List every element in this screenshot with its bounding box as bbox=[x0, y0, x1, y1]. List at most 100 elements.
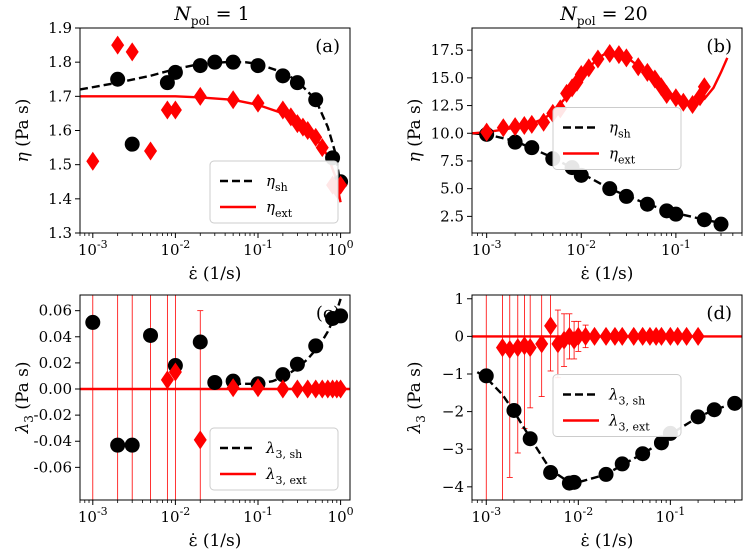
data-point-circle bbox=[690, 409, 706, 425]
legend-label: λ3, ext bbox=[608, 412, 650, 434]
x-tick-exponent: -2 bbox=[583, 505, 594, 518]
data-point-circle bbox=[614, 456, 630, 472]
legend-label: ηsh bbox=[609, 119, 631, 141]
x-tick-base: 10 bbox=[243, 508, 262, 526]
x-tick-label: 10-1 bbox=[655, 505, 685, 526]
data-point-circle bbox=[706, 402, 722, 418]
y-tick-label: 17.5 bbox=[431, 41, 464, 59]
data-point-circle bbox=[124, 136, 140, 152]
y-tick-label: 1.5 bbox=[48, 156, 72, 174]
data-point-circle bbox=[225, 54, 241, 70]
y-tick-label: 12.5 bbox=[431, 97, 464, 115]
x-tick-exponent: 0 bbox=[347, 505, 354, 518]
data-point-diamond bbox=[508, 117, 522, 137]
data-point-diamond bbox=[697, 77, 711, 97]
data-point-circle bbox=[573, 167, 589, 183]
data-point-diamond bbox=[290, 114, 304, 134]
data-point-circle bbox=[635, 446, 651, 462]
x-tick-base: 10 bbox=[661, 241, 680, 259]
data-point-diamond bbox=[654, 326, 668, 346]
legend-label: λ3, sh bbox=[265, 439, 302, 461]
x-axis-label: ε̇ (1/s) bbox=[189, 531, 242, 551]
data-point-circle bbox=[727, 395, 742, 411]
data-point-circle bbox=[506, 402, 522, 418]
data-point-circle bbox=[522, 431, 538, 447]
data-point-circle bbox=[478, 368, 494, 384]
legend-symbol: λ bbox=[265, 465, 276, 483]
legend-subscript: ext bbox=[618, 154, 636, 167]
y-tick-label: 1.7 bbox=[48, 87, 72, 105]
y-tick-label: -0.06 bbox=[34, 458, 72, 476]
data-point-diamond bbox=[517, 116, 531, 136]
data-point-diamond bbox=[571, 326, 585, 346]
data-point-diamond bbox=[608, 326, 622, 346]
y-tick-label: 1.8 bbox=[48, 53, 72, 71]
x-tick-label: 10-3 bbox=[471, 505, 501, 526]
y-tick-label: 10.0 bbox=[431, 124, 464, 142]
y-tick-label: 1.4 bbox=[48, 190, 72, 208]
legend-subscript: sh bbox=[275, 181, 288, 194]
x-tick-exponent: -3 bbox=[97, 505, 108, 518]
panel-label: (a) bbox=[315, 36, 340, 57]
legend-label: λ3, sh bbox=[608, 386, 645, 408]
panel-label: (b) bbox=[706, 36, 732, 57]
x-tick-label: 10-2 bbox=[566, 238, 596, 259]
x-tick-exponent: -1 bbox=[262, 238, 273, 251]
x-tick-exponent: -3 bbox=[97, 238, 108, 251]
fit-line-dashed bbox=[476, 371, 736, 484]
x-tick-base: 10 bbox=[566, 241, 585, 259]
x-tick-base: 10 bbox=[160, 241, 179, 259]
data-point-diamond bbox=[480, 122, 494, 142]
x-tick-label: 10-2 bbox=[563, 505, 593, 526]
legend-symbol: η bbox=[609, 119, 618, 137]
data-point-circle bbox=[696, 212, 712, 228]
data-point-diamond bbox=[525, 114, 539, 134]
x-tick-label: 10-1 bbox=[243, 238, 273, 259]
y-tick-label: 0.00 bbox=[39, 380, 72, 398]
x-tick-exponent: -1 bbox=[680, 238, 691, 251]
y-tick-label: 1.6 bbox=[48, 122, 72, 140]
y-tick-label: 1.3 bbox=[48, 224, 72, 242]
data-point-circle bbox=[192, 334, 208, 350]
legend-subscript: 3, ext bbox=[276, 474, 308, 487]
legend-symbol: λ bbox=[265, 439, 276, 457]
data-point-circle bbox=[207, 374, 223, 390]
data-point-circle bbox=[524, 140, 540, 156]
y-tick-label: −1 bbox=[442, 365, 464, 383]
y-label-unit: (Pa s) bbox=[13, 99, 33, 153]
data-point-diamond bbox=[86, 151, 100, 171]
y-axis-label: η (Pa s) bbox=[405, 99, 425, 163]
fit-line-dashed bbox=[233, 298, 342, 385]
panel-label: (d) bbox=[706, 303, 732, 324]
x-tick-exponent: -1 bbox=[675, 505, 686, 518]
axes-frame bbox=[471, 294, 743, 501]
data-point-circle bbox=[167, 64, 183, 80]
data-point-circle bbox=[668, 206, 684, 222]
data-point-diamond bbox=[251, 378, 265, 398]
data-point-diamond bbox=[660, 84, 674, 104]
data-point-diamond bbox=[309, 127, 323, 147]
panel-b: 10-3 10-2 10-12.55.07.510.012.515.017.5ε̇ … bbox=[405, 27, 743, 284]
data-point-circle bbox=[713, 216, 729, 232]
data-point-circle bbox=[275, 367, 291, 383]
data-point-diamond bbox=[168, 100, 182, 120]
legend-subscript: 3, sh bbox=[276, 448, 303, 461]
data-point-diamond bbox=[612, 45, 626, 65]
data-point-circle bbox=[543, 465, 559, 481]
y-tick-label: 15.0 bbox=[431, 69, 464, 87]
y-tick-label: 1 bbox=[454, 290, 464, 308]
data-point-circle bbox=[598, 466, 614, 482]
y-label-unit: (Pa s) bbox=[405, 361, 425, 415]
x-tick-exponent: -2 bbox=[180, 238, 191, 251]
x-tick-exponent: -2 bbox=[180, 505, 191, 518]
data-point-diamond bbox=[636, 326, 650, 346]
x-tick-label: 10-1 bbox=[661, 238, 691, 259]
data-point-diamond bbox=[168, 362, 182, 382]
plot-area bbox=[472, 43, 729, 232]
x-tick-label: 10-2 bbox=[160, 505, 190, 526]
data-point-circle bbox=[308, 338, 324, 354]
data-point-diamond bbox=[125, 42, 139, 62]
